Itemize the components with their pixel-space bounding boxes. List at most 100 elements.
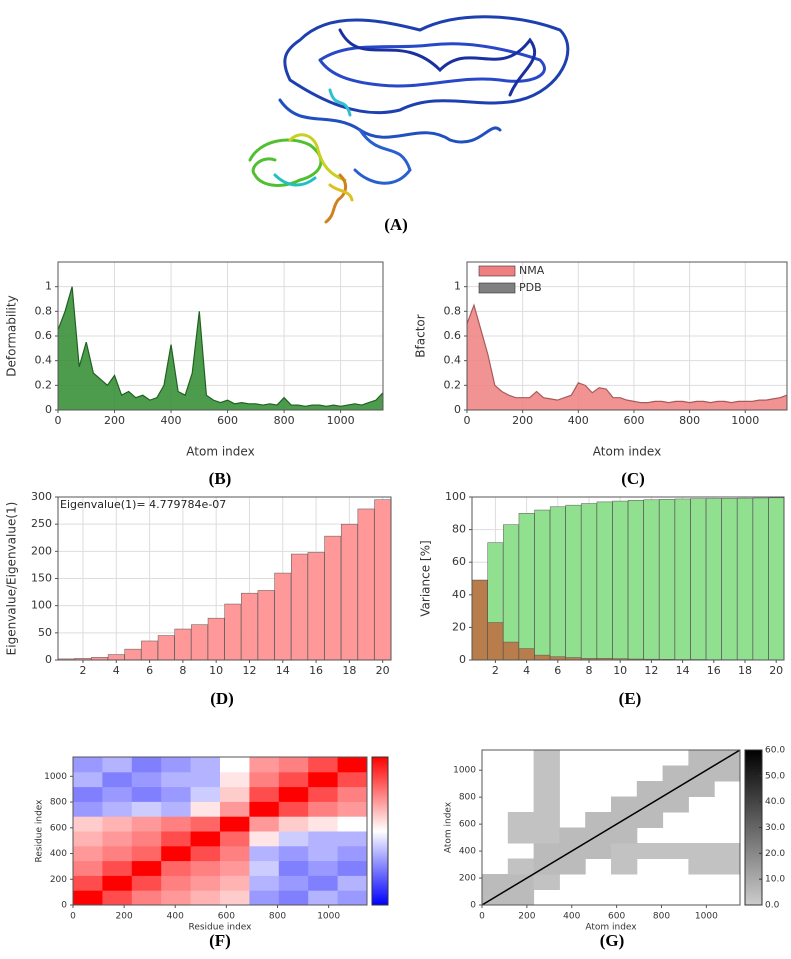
backbone — [248, 138, 323, 187]
y-tick-label: 0 — [45, 653, 52, 666]
heat-cell — [73, 831, 103, 847]
heat-cell — [220, 845, 250, 862]
x-tick-label: 14 — [676, 664, 690, 677]
heat-cell — [482, 874, 509, 890]
heat-cell — [73, 757, 103, 773]
heat-cell — [161, 845, 192, 862]
heat-cell — [559, 827, 586, 844]
heat-cell — [161, 771, 192, 788]
legend-swatch — [478, 265, 516, 277]
heat-cell — [278, 860, 309, 876]
area-line — [466, 303, 788, 404]
heat-cell — [161, 860, 192, 876]
x-tick-label: 600 — [218, 912, 235, 922]
y-tick-label: 200 — [50, 875, 67, 885]
y-tick-label: 150 — [31, 572, 52, 585]
colorbar-tick-label: 0.0 — [765, 901, 780, 911]
heat-cell — [220, 786, 250, 802]
bar — [487, 622, 504, 661]
heat-cell — [102, 801, 133, 817]
heat-cell — [278, 801, 309, 817]
backbone — [283, 15, 570, 115]
backbone — [338, 28, 537, 97]
heat-cell — [161, 875, 192, 891]
heat-cell — [73, 771, 103, 788]
x-tick-label: 800 — [269, 912, 286, 922]
heat-cell — [507, 812, 535, 828]
heat-cell — [249, 786, 280, 802]
bar — [503, 524, 519, 661]
y-tick-label: 800 — [50, 798, 67, 808]
heat-cell — [73, 801, 103, 817]
colorbar — [371, 756, 389, 906]
y-tick-label: 600 — [50, 823, 67, 833]
heat-cell — [220, 860, 250, 876]
heat-cell — [585, 812, 612, 828]
y-tick-label: 100 — [31, 599, 52, 612]
heat-cell — [507, 889, 535, 906]
bar — [721, 498, 738, 661]
bar — [596, 501, 613, 661]
heat-cell — [308, 860, 339, 876]
heat-cell — [662, 843, 689, 859]
heat-cell — [337, 831, 368, 847]
x-tick-label: 200 — [518, 912, 535, 922]
heat-cell — [278, 831, 309, 847]
heat-cell — [131, 831, 162, 847]
heat-cell — [278, 816, 309, 832]
heat-cell — [714, 843, 741, 859]
plot-frame — [72, 756, 368, 906]
y-tick-label: 400 — [459, 847, 476, 857]
colorbar-tick-label: 60.0 — [765, 746, 785, 756]
y-tick-label: 40 — [452, 588, 466, 601]
heat-cell — [131, 816, 162, 832]
chart-panel: 0 200 400 600 800 1000 0 0.2 0.4 0.6 0.8 1 Atom inde… — [414, 261, 788, 488]
heat-cell — [249, 831, 280, 847]
heat-cell — [337, 757, 368, 773]
bar — [174, 628, 192, 661]
bar — [643, 499, 660, 661]
heat-cell — [102, 757, 133, 773]
heat-cell — [161, 831, 192, 847]
bar — [107, 654, 125, 661]
plot-frame — [466, 261, 788, 411]
x-tick-label: 1000 — [327, 414, 355, 427]
colorbar-tick-label: 10.0 — [765, 875, 785, 885]
y-axis-label: Atom index — [444, 801, 454, 853]
legend-label: PDB — [519, 281, 542, 294]
x-tick-label: 800 — [653, 912, 670, 922]
heat-cell — [636, 781, 664, 797]
heat-cell — [161, 890, 192, 906]
heat-cell — [220, 816, 250, 832]
backbone — [278, 98, 502, 144]
heat-cell — [308, 757, 339, 773]
y-tick-label: 0 — [454, 403, 461, 416]
bar — [324, 535, 342, 661]
panel-label: (D) — [210, 689, 234, 708]
y-tick-label: 0 — [45, 403, 52, 416]
heat-cell — [662, 796, 689, 813]
chart-panel: 0 200 400 600 800 1000 0 0.2 0.4 0.6 0.8 1 Atom inde… — [5, 261, 384, 488]
chart-panel: 2 4 6 8 10 12 14 16 18 20 0 20 40 60 80 100 Variance [%]… — [419, 490, 785, 708]
heat-cell — [533, 827, 560, 844]
x-tick-label: 400 — [167, 912, 184, 922]
heat-cell — [190, 771, 221, 788]
y-tick-label: 0.2 — [35, 378, 53, 391]
colorbar-tick-label: 20.0 — [765, 849, 785, 859]
heat-cell — [337, 875, 368, 891]
heat-cell — [636, 843, 664, 859]
y-tick-label: 100 — [445, 490, 466, 503]
plot-frame — [471, 496, 785, 661]
y-tick-label: 50 — [38, 626, 52, 639]
area-line — [57, 286, 384, 407]
x-axis-label: Atom index — [186, 445, 254, 459]
bar — [518, 648, 535, 661]
x-tick-label: 8 — [179, 664, 186, 677]
diagonal — [481, 749, 741, 906]
heat-cell — [308, 831, 339, 847]
heat-cell — [337, 890, 368, 906]
bar — [291, 553, 308, 661]
heat-cell — [533, 874, 560, 890]
heat-cell — [190, 860, 221, 876]
